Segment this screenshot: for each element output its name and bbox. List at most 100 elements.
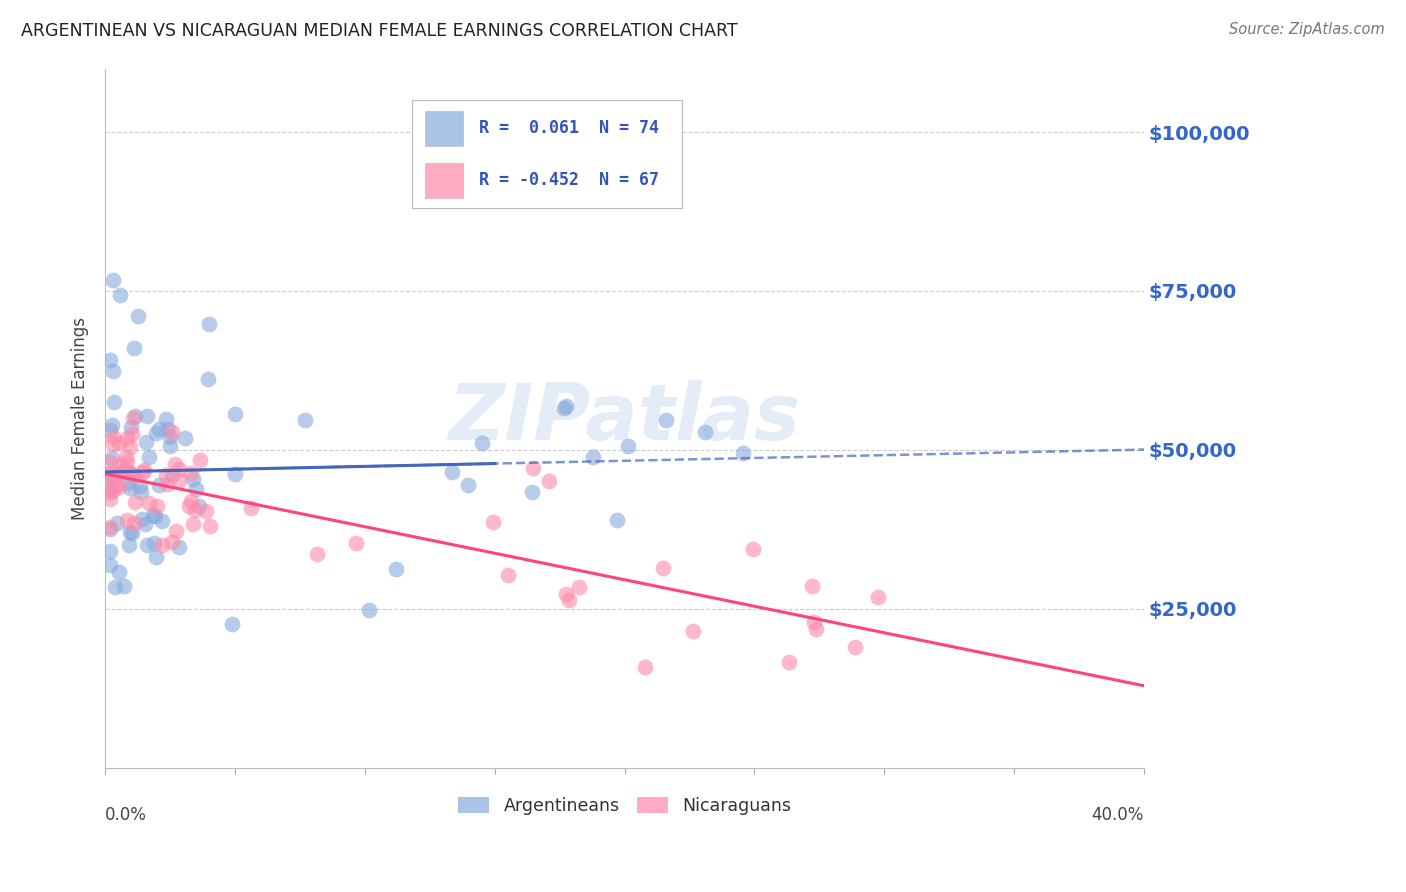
Point <box>803 615 825 630</box>
Point <box>101 418 124 433</box>
Point <box>104 580 127 594</box>
Point <box>118 466 141 480</box>
Point <box>162 425 184 439</box>
Point <box>866 590 889 604</box>
Point <box>110 466 132 480</box>
Point <box>129 479 152 493</box>
Point <box>305 547 328 561</box>
Point <box>145 426 167 441</box>
Point <box>124 495 146 509</box>
Point <box>105 478 128 492</box>
Point <box>100 491 122 506</box>
Point <box>121 427 143 442</box>
Point <box>800 578 823 592</box>
Point <box>101 483 124 497</box>
Point <box>155 412 177 426</box>
Point <box>167 462 190 476</box>
Point <box>148 478 170 492</box>
Point <box>558 593 581 607</box>
Point <box>117 455 139 469</box>
Point <box>188 499 211 513</box>
Point <box>108 480 131 494</box>
Point <box>554 587 576 601</box>
Point <box>568 580 591 594</box>
Point <box>132 466 155 480</box>
Point <box>224 407 246 421</box>
Point <box>385 562 408 576</box>
Point <box>159 430 181 444</box>
Point <box>100 520 122 534</box>
Point <box>100 481 122 495</box>
Point <box>163 457 186 471</box>
Point <box>100 423 122 437</box>
Point <box>184 502 207 516</box>
Point <box>150 514 173 528</box>
Point <box>194 504 217 518</box>
Point <box>634 660 657 674</box>
Point <box>101 436 124 450</box>
Point <box>180 493 202 508</box>
Point <box>118 538 141 552</box>
Point <box>100 485 122 500</box>
Point <box>804 622 827 636</box>
Point <box>197 317 219 331</box>
Point <box>134 463 156 477</box>
Point <box>100 544 122 558</box>
Point <box>240 501 263 516</box>
Point <box>695 425 717 440</box>
Point <box>198 519 221 533</box>
Point <box>100 451 122 466</box>
Point <box>101 273 124 287</box>
Point <box>538 475 561 489</box>
Point <box>197 372 219 386</box>
Point <box>143 508 166 523</box>
Text: 40.0%: 40.0% <box>1091 806 1144 824</box>
Point <box>344 536 367 550</box>
Point <box>471 436 494 450</box>
Point <box>117 475 139 490</box>
Point <box>124 409 146 423</box>
Point <box>553 401 575 415</box>
Point <box>108 287 131 301</box>
Point <box>120 419 142 434</box>
Point <box>145 550 167 565</box>
Point <box>111 464 134 478</box>
Point <box>101 430 124 444</box>
Point <box>100 558 122 572</box>
Point <box>156 422 179 436</box>
Text: ARGENTINEAN VS NICARAGUAN MEDIAN FEMALE EARNINGS CORRELATION CHART: ARGENTINEAN VS NICARAGUAN MEDIAN FEMALE … <box>21 22 738 40</box>
Point <box>294 413 316 427</box>
Point <box>115 463 138 477</box>
Y-axis label: Median Female Earnings: Median Female Earnings <box>72 317 89 520</box>
Point <box>138 496 160 510</box>
Point <box>221 617 243 632</box>
Point <box>103 471 125 485</box>
Point <box>122 516 145 530</box>
Text: ZIPatlas: ZIPatlas <box>449 380 801 456</box>
Point <box>135 435 157 450</box>
Point <box>129 485 152 500</box>
Point <box>107 458 129 472</box>
Point <box>105 516 128 530</box>
Point <box>224 467 246 482</box>
Point <box>778 655 800 669</box>
Point <box>135 409 157 424</box>
Point <box>742 542 765 557</box>
Point <box>143 535 166 549</box>
Point <box>121 526 143 541</box>
Point <box>177 499 200 513</box>
Point <box>159 439 181 453</box>
Point <box>135 538 157 552</box>
Point <box>181 472 204 486</box>
Point <box>142 508 165 522</box>
Point <box>121 467 143 481</box>
Point <box>655 413 678 427</box>
Point <box>457 478 479 492</box>
Point <box>138 450 160 464</box>
Point <box>101 364 124 378</box>
Point <box>118 525 141 540</box>
Point <box>181 516 204 531</box>
Point <box>441 465 464 479</box>
Point <box>155 467 177 482</box>
Point <box>120 440 142 454</box>
